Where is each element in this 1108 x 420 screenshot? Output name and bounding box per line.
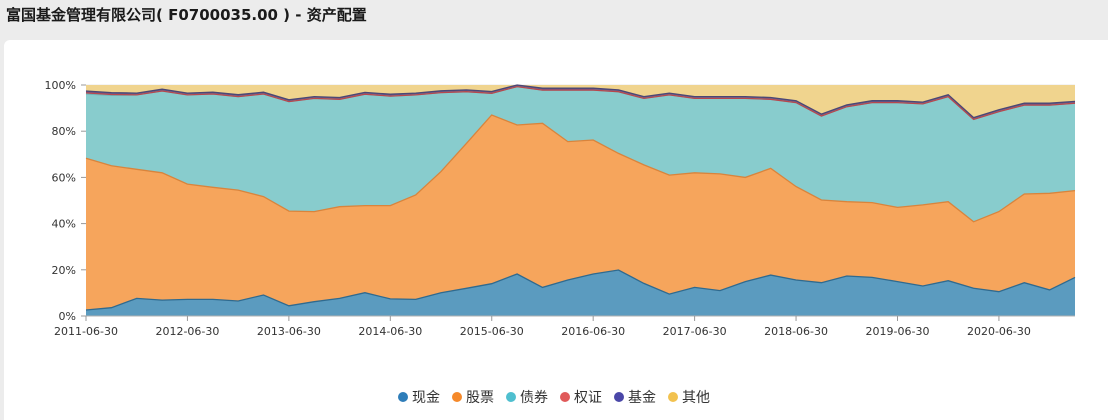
series-line-0 [85, 269, 1076, 311]
x-tick-label: 2017-06-30 [663, 325, 727, 338]
y-tick-label: 100% [45, 79, 76, 92]
stock-dot-icon [452, 392, 462, 402]
x-tick-label: 2013-06-30 [257, 325, 321, 338]
x-tick-label: 2012-06-30 [155, 325, 219, 338]
page-title: 富国基金管理有限公司( F0700035.00 ) - 资产配置 [6, 6, 367, 24]
area-2 [86, 86, 1075, 222]
series-line-3 [85, 85, 1076, 121]
x-tick-label: 2015-06-30 [460, 325, 524, 338]
series-line-1 [85, 114, 1076, 223]
y-tick-label: 40% [52, 218, 76, 231]
y-tick-label: 0% [59, 310, 76, 323]
bond-dot-icon [506, 392, 516, 402]
legend-label: 其他 [682, 390, 710, 406]
legend-item-warrant[interactable]: 权证 [560, 387, 602, 407]
other-dot-icon [668, 392, 678, 402]
y-tick-label: 20% [52, 264, 76, 277]
x-tick-label: 2016-06-30 [561, 325, 625, 338]
y-tick-label: 60% [52, 171, 76, 184]
x-tick-label: 2018-06-30 [764, 325, 828, 338]
legend-label: 基金 [628, 390, 656, 406]
fund-dot-icon [614, 392, 624, 402]
x-tick-label: 2020-06-30 [967, 325, 1031, 338]
x-tick-label: 2019-06-30 [866, 325, 930, 338]
legend-item-other[interactable]: 其他 [668, 387, 710, 407]
legend-item-cash[interactable]: 现金 [398, 387, 440, 407]
chart-legend: 现金 股票 债券 权证 基金 其他 [0, 387, 1108, 407]
legend-label: 权证 [574, 390, 602, 406]
cash-dot-icon [398, 392, 408, 402]
legend-item-stock[interactable]: 股票 [452, 387, 494, 407]
x-tick-label: 2014-06-30 [358, 325, 422, 338]
legend-item-fund[interactable]: 基金 [614, 387, 656, 407]
area-5 [86, 85, 1075, 118]
legend-label: 现金 [412, 390, 440, 406]
area-1 [86, 115, 1075, 310]
legend-label: 股票 [466, 390, 494, 406]
legend-label: 债券 [520, 390, 548, 406]
warrant-dot-icon [560, 392, 570, 402]
x-tick-label: 2011-06-30 [54, 325, 118, 338]
series-line-4 [85, 84, 1076, 119]
legend-item-bond[interactable]: 债券 [506, 387, 548, 407]
y-tick-label: 80% [52, 125, 76, 138]
